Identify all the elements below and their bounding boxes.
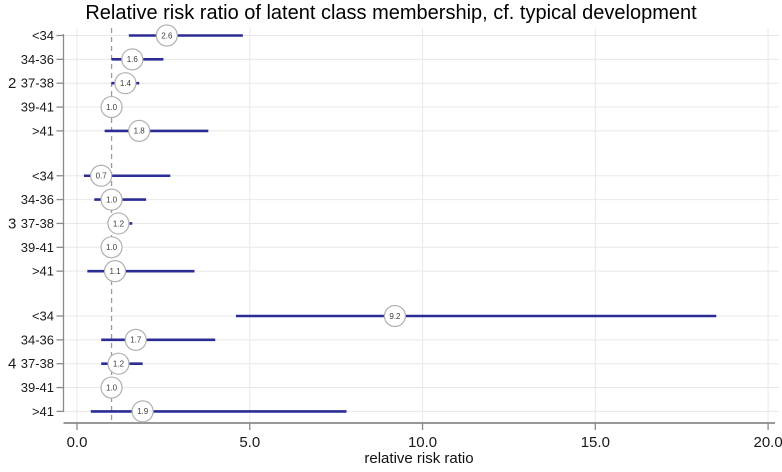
category-label: >41 [32,404,54,419]
category-label: 39-41 [21,100,54,115]
category-label: <34 [32,168,54,183]
estimate-circle [100,376,123,399]
category-label: 39-41 [21,240,54,255]
estimate-circle [100,188,123,211]
estimate-circle [103,260,127,283]
estimate-circle [100,95,123,119]
estimate-label: 9.2 [389,312,401,321]
estimate-label: 1.9 [137,407,149,416]
estimate-label: 1.2 [113,360,125,369]
category-label: 39-41 [21,380,54,395]
chart-title: Relative risk ratio of latent class memb… [85,2,697,24]
estimate-circle [107,352,130,375]
estimate-circle [100,236,123,259]
category-label: 34-36 [21,192,54,207]
estimate-label: 1.2 [113,219,125,228]
estimate-circle [121,48,144,71]
category-label: 34-36 [21,332,54,347]
x-tick-label: 5.0 [239,434,260,451]
category-label: >41 [32,123,54,138]
estimate-label: 1.0 [106,195,118,204]
estimate-circle [128,119,151,142]
group-label: 4 [8,356,16,373]
estimate-label: 1.0 [106,383,118,392]
estimate-label: 2.6 [161,31,173,40]
estimate-circle [131,400,154,423]
estimate-label: 1.4 [120,79,132,88]
estimate-circle [383,304,407,328]
category-label: >41 [32,264,54,279]
x-tick-label: 20.0 [753,434,782,451]
category-label: <34 [32,309,54,324]
estimate-label: 0.7 [96,172,108,181]
estimate-label: 1.7 [130,336,142,345]
estimate-circle [107,212,130,235]
group-label: 2 [8,75,16,92]
estimate-label: 1.1 [109,267,121,276]
estimate-label: 1.0 [106,243,118,252]
x-tick-label: 0.0 [67,434,88,451]
estimate-label: 1.8 [134,127,146,136]
category-label: 37-38 [21,356,54,371]
estimate-circle [114,72,137,95]
estimate-label: 1.0 [106,103,118,112]
group-label: 3 [8,215,16,232]
category-label: <34 [32,28,54,43]
x-tick-label: 10.0 [408,434,437,451]
estimate-circle [90,164,113,187]
category-label: 34-36 [21,52,54,67]
category-label: 37-38 [21,216,54,231]
estimate-circle [124,328,147,351]
estimate-label: 1.6 [127,55,139,64]
x-axis-title: relative risk ratio [364,450,474,467]
x-tick-label: 15.0 [581,434,610,451]
category-label: 37-38 [21,76,54,91]
estimate-circle [155,24,178,47]
